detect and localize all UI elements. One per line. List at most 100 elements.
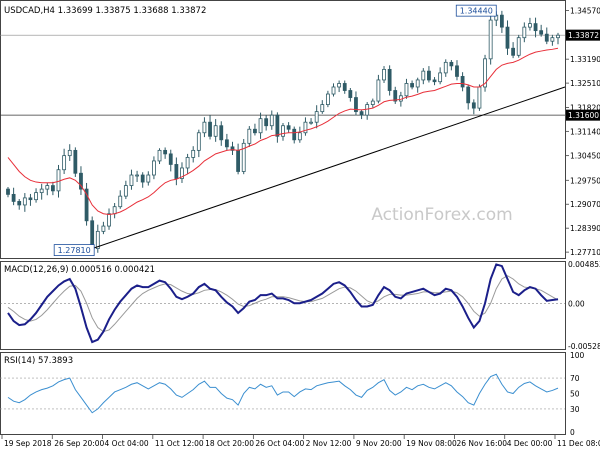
candle-body xyxy=(281,125,285,137)
candle-body xyxy=(258,118,263,134)
candle-body xyxy=(230,146,235,151)
candle-body xyxy=(163,149,168,155)
candle-body xyxy=(6,188,10,195)
candle-body xyxy=(516,37,521,56)
rsi-panel[interactable] xyxy=(0,352,566,435)
candle-body xyxy=(354,97,358,113)
candle-body xyxy=(84,188,89,222)
candle-body xyxy=(556,34,560,39)
low-label: 1.27810 xyxy=(58,246,91,255)
time-axis-label: 4 Dec 00:00 xyxy=(507,439,553,448)
rsi-axis-label: 0 xyxy=(570,428,575,437)
candle-body xyxy=(387,68,392,91)
candle-body xyxy=(320,104,325,113)
candle-body xyxy=(264,118,269,127)
candle-body xyxy=(483,58,487,88)
time-axis-label: 19 Nov 08:00 xyxy=(406,439,457,448)
candle-body xyxy=(550,37,555,42)
time-axis-label: 11 Oct 12:00 xyxy=(155,439,204,448)
candle-body xyxy=(348,90,353,98)
price-axis-label: 1.31820 xyxy=(570,103,600,112)
macd-panel-title: MACD(12,26,9) 0.000516 0.000421 xyxy=(4,265,155,275)
candle-body xyxy=(314,111,319,123)
price-tag-box xyxy=(566,29,600,41)
candle-body xyxy=(247,128,252,144)
time-axis-label: 19 Sep 2018 xyxy=(4,439,52,448)
candle-body xyxy=(393,90,398,102)
candle-body xyxy=(337,83,342,88)
candle-body xyxy=(62,155,67,171)
price-axis-label: 1.34570 xyxy=(570,7,600,16)
candle-body xyxy=(331,86,336,95)
candle-body xyxy=(208,121,212,137)
candle-body xyxy=(17,201,22,206)
time-axis-label: 26 Sep 20:00 xyxy=(54,439,104,448)
macd-axis-label: 0.004853 xyxy=(568,260,600,269)
candle-body xyxy=(269,114,274,127)
candle-body xyxy=(297,132,302,141)
macd-signal-line xyxy=(7,275,559,333)
candle-body xyxy=(39,188,44,194)
time-axis-label: 9 Nov 20:00 xyxy=(356,439,402,448)
candle-body xyxy=(118,195,123,208)
candle-body xyxy=(303,121,308,134)
rsi-axis-label: 50 xyxy=(570,390,580,399)
macd-line xyxy=(7,263,559,344)
candle-body xyxy=(34,192,38,201)
candle-body xyxy=(427,70,431,81)
candle-body xyxy=(471,102,476,109)
candle-body xyxy=(488,19,493,60)
candle-body xyxy=(309,121,313,124)
candle-body xyxy=(432,79,437,83)
trendline xyxy=(92,86,566,250)
candle-body xyxy=(415,79,420,88)
candle-body xyxy=(421,70,426,81)
candle-body xyxy=(95,230,100,250)
candle-body xyxy=(365,104,370,116)
price-tag-label: 1.31600 xyxy=(568,111,599,120)
rsi-axis-label: 30 xyxy=(570,405,580,414)
rsi-panel-title: RSI(14) 57.3893 xyxy=(4,356,73,366)
candle-body xyxy=(196,132,201,151)
time-axis-label: 4 Oct 04:00 xyxy=(105,439,149,448)
candle-body xyxy=(146,174,151,183)
candle-body xyxy=(202,121,207,134)
high-label: 1.34440 xyxy=(460,7,493,16)
candle-body xyxy=(466,86,471,104)
price-axis-label: 1.33190 xyxy=(570,55,600,64)
candle-body xyxy=(253,128,257,134)
candle-body xyxy=(168,153,173,165)
candle-body xyxy=(325,93,330,105)
watermark: ActionForex.com xyxy=(371,205,512,225)
candle-body xyxy=(342,83,347,91)
candle-body xyxy=(376,79,381,102)
time-axis-label: 11 Dec 08:00 xyxy=(557,439,600,448)
candle-body xyxy=(286,125,291,130)
candle-body xyxy=(129,174,134,186)
candle-body xyxy=(511,47,516,56)
candle-body xyxy=(477,86,482,109)
candle-body xyxy=(410,83,414,88)
rsi-line xyxy=(7,373,559,414)
candle-body xyxy=(533,23,538,32)
price-tag-box xyxy=(566,109,600,121)
candle-body xyxy=(382,68,386,81)
rsi-axis-label: 100 xyxy=(570,351,585,360)
price-tag-label: 1.33872 xyxy=(568,31,599,40)
candle-body xyxy=(45,185,50,190)
candle-body xyxy=(505,26,510,49)
candle-body xyxy=(544,33,549,42)
candle-body xyxy=(241,142,246,172)
price-axis-label: 1.31140 xyxy=(570,127,600,136)
price-axis-label: 1.27710 xyxy=(570,248,600,257)
candle-body xyxy=(359,111,364,116)
macd-panel[interactable] xyxy=(0,261,566,350)
time-axis-label: 26 Oct 04:00 xyxy=(255,439,304,448)
candle-body xyxy=(56,169,61,192)
candle-body xyxy=(180,167,184,179)
candle-body xyxy=(101,225,106,232)
candle-body xyxy=(539,30,544,35)
candle-body xyxy=(67,149,72,157)
